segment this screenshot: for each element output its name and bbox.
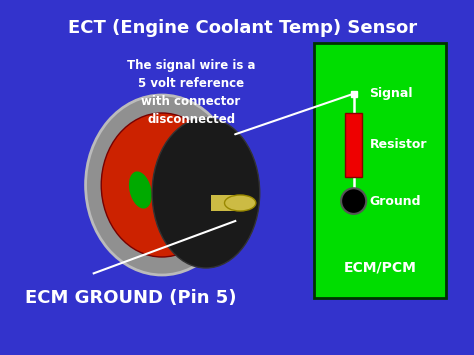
Text: ECM GROUND (Pin 5): ECM GROUND (Pin 5): [25, 289, 237, 307]
Circle shape: [341, 188, 366, 214]
Ellipse shape: [86, 95, 238, 275]
Text: Resistor: Resistor: [370, 138, 427, 151]
Ellipse shape: [101, 113, 223, 257]
Text: ECM/PCM: ECM/PCM: [344, 261, 417, 274]
Bar: [211, 195, 240, 211]
Text: The signal wire is a
5 volt reference
with connector
disconnected: The signal wire is a 5 volt reference wi…: [127, 59, 255, 126]
Ellipse shape: [129, 171, 152, 209]
Text: ECT (Engine Coolant Temp) Sensor: ECT (Engine Coolant Temp) Sensor: [68, 19, 417, 37]
Text: Ground: Ground: [370, 195, 421, 208]
Ellipse shape: [225, 195, 256, 211]
Text: Signal: Signal: [370, 87, 413, 100]
Bar: [345, 113, 362, 177]
FancyBboxPatch shape: [314, 43, 446, 298]
Ellipse shape: [152, 118, 260, 268]
